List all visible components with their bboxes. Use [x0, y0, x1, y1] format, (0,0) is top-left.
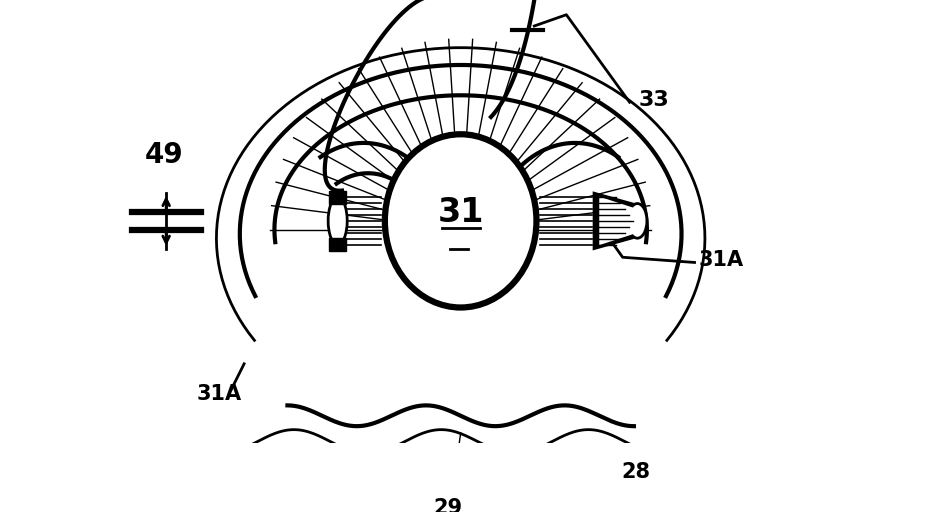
Ellipse shape: [628, 204, 647, 238]
Text: 31: 31: [437, 196, 484, 229]
Text: 49: 49: [145, 141, 184, 169]
Text: 31A: 31A: [196, 384, 242, 404]
Ellipse shape: [328, 197, 347, 245]
Text: 29: 29: [433, 498, 462, 512]
Polygon shape: [329, 238, 346, 251]
Text: 28: 28: [621, 462, 650, 482]
Polygon shape: [594, 193, 637, 249]
Text: 31A: 31A: [698, 250, 744, 270]
Text: 33: 33: [638, 90, 669, 110]
Ellipse shape: [385, 134, 537, 308]
Polygon shape: [329, 190, 346, 204]
Polygon shape: [599, 197, 634, 245]
